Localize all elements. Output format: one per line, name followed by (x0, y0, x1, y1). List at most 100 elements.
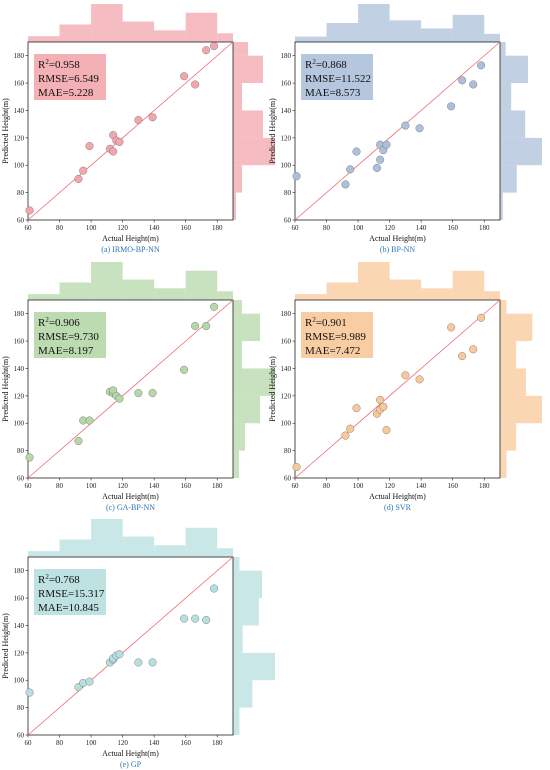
rmse-text: RMSE=9.730 (38, 331, 99, 343)
x-tick-label: 60 (25, 482, 33, 490)
x-tick-label: 120 (117, 224, 128, 232)
y-axis-label: Predicted Height(m) (1, 356, 10, 422)
x-tick-label: 180 (212, 224, 223, 232)
data-point (415, 124, 424, 133)
data-point (352, 147, 361, 156)
x-hist-bar (122, 279, 155, 300)
x-tick-label: 180 (479, 482, 490, 490)
x-tick-label: 80 (56, 482, 64, 490)
data-point (180, 72, 189, 81)
x-hist-bar (326, 23, 359, 42)
x-hist-bar (28, 551, 60, 557)
y-tick-label: 120 (281, 392, 292, 400)
y-axis-label: Predicted Height(m) (268, 98, 277, 164)
r2-label: R (305, 317, 313, 329)
stats-box (34, 54, 106, 100)
y-tick-label: 100 (14, 420, 25, 428)
x-hist-bar (484, 33, 500, 42)
x-tick-label: 120 (117, 739, 128, 747)
y-tick-label: 140 (14, 365, 25, 373)
data-point (376, 155, 385, 164)
x-hist-bar (28, 36, 60, 42)
mae-text: MAE=7.472 (305, 345, 360, 357)
data-point (401, 121, 410, 130)
data-point (341, 180, 350, 189)
data-point (148, 389, 157, 398)
x-tick-label: 80 (323, 482, 331, 490)
plot-frame (294, 299, 501, 479)
data-point (134, 116, 143, 125)
data-point (382, 426, 391, 435)
x-tick-label: 140 (149, 482, 160, 490)
y-tick-label: 140 (281, 107, 292, 115)
x-hist-bar (295, 294, 327, 300)
data-point (477, 313, 486, 322)
panel-caption: (e) GP (120, 760, 142, 769)
y-hist-bar (233, 598, 259, 626)
data-point (202, 46, 211, 55)
r2-label: R (38, 317, 46, 329)
y-tick-label: 180 (14, 310, 25, 318)
x-tick-label: 180 (479, 224, 490, 232)
y-hist-bar (500, 368, 526, 396)
data-point (352, 404, 361, 413)
y-hist-bar (233, 368, 275, 396)
y-hist-bar (233, 707, 240, 735)
y-hist-bar (233, 137, 275, 166)
stats-box (34, 312, 106, 358)
data-point (115, 137, 124, 146)
y-hist-bar (233, 557, 240, 571)
x-hist-bar (185, 270, 218, 300)
r2-superscript: 2 (45, 573, 49, 581)
reference-line (294, 299, 501, 479)
x-hist-bar (59, 24, 92, 42)
r2-text: R2=0.906 (38, 316, 80, 329)
y-axis-label: Predicted Height(m) (1, 98, 10, 164)
data-point (109, 147, 118, 156)
y-hist-bar (233, 300, 242, 314)
data-point (134, 389, 143, 398)
x-hist-bar (185, 12, 218, 43)
plot-frame (27, 41, 234, 221)
reference-line (294, 41, 501, 221)
y-hist-bar (500, 42, 506, 56)
reference-line (27, 556, 234, 736)
x-tick-label: 160 (447, 224, 458, 232)
x-hist-bar (154, 288, 186, 300)
plot-frame (27, 556, 234, 736)
x-tick-label: 180 (212, 739, 223, 747)
data-point (376, 395, 385, 404)
x-tick-label: 120 (117, 482, 128, 490)
y-hist-bar (233, 110, 263, 138)
data-point (477, 61, 486, 70)
y-hist-bar (500, 110, 526, 138)
y-tick-label: 140 (281, 365, 292, 373)
x-hist-bar (154, 545, 186, 557)
x-hist-bar (358, 4, 390, 42)
y-tick-label: 160 (281, 80, 292, 88)
data-point (191, 322, 200, 331)
chart-panel-3: R2=0.901 RMSE=9.989 MAE=7.472 60 80 100 120 140… (268, 262, 542, 512)
y-tick-label: 60 (17, 475, 25, 483)
x-hist-bar (421, 28, 453, 42)
chart-panel-1: R2=0.868 RMSE=11.522 MAE=8.573 60 80 100 120 14… (268, 4, 542, 254)
mae-text: MAE=8.197 (38, 345, 94, 357)
r2-superscript: 2 (312, 58, 316, 66)
x-tick-label: 140 (149, 739, 160, 747)
data-point (210, 42, 219, 51)
x-axis-label: Actual Height(m) (369, 234, 426, 243)
reference-line (27, 41, 234, 221)
x-tick-label: 120 (384, 224, 395, 232)
y-tick-label: 160 (14, 595, 25, 603)
data-point (134, 658, 143, 667)
x-tick-label: 160 (447, 482, 458, 490)
panel-caption: (d) SVR (384, 503, 412, 512)
x-tick-label: 60 (25, 739, 33, 747)
plot-frame (27, 299, 234, 479)
x-hist-bar (59, 282, 92, 300)
y-axis-label: Predicted Height(m) (1, 613, 10, 679)
data-point (74, 437, 83, 446)
y-hist-bar (233, 192, 236, 220)
stats-box (34, 569, 106, 615)
